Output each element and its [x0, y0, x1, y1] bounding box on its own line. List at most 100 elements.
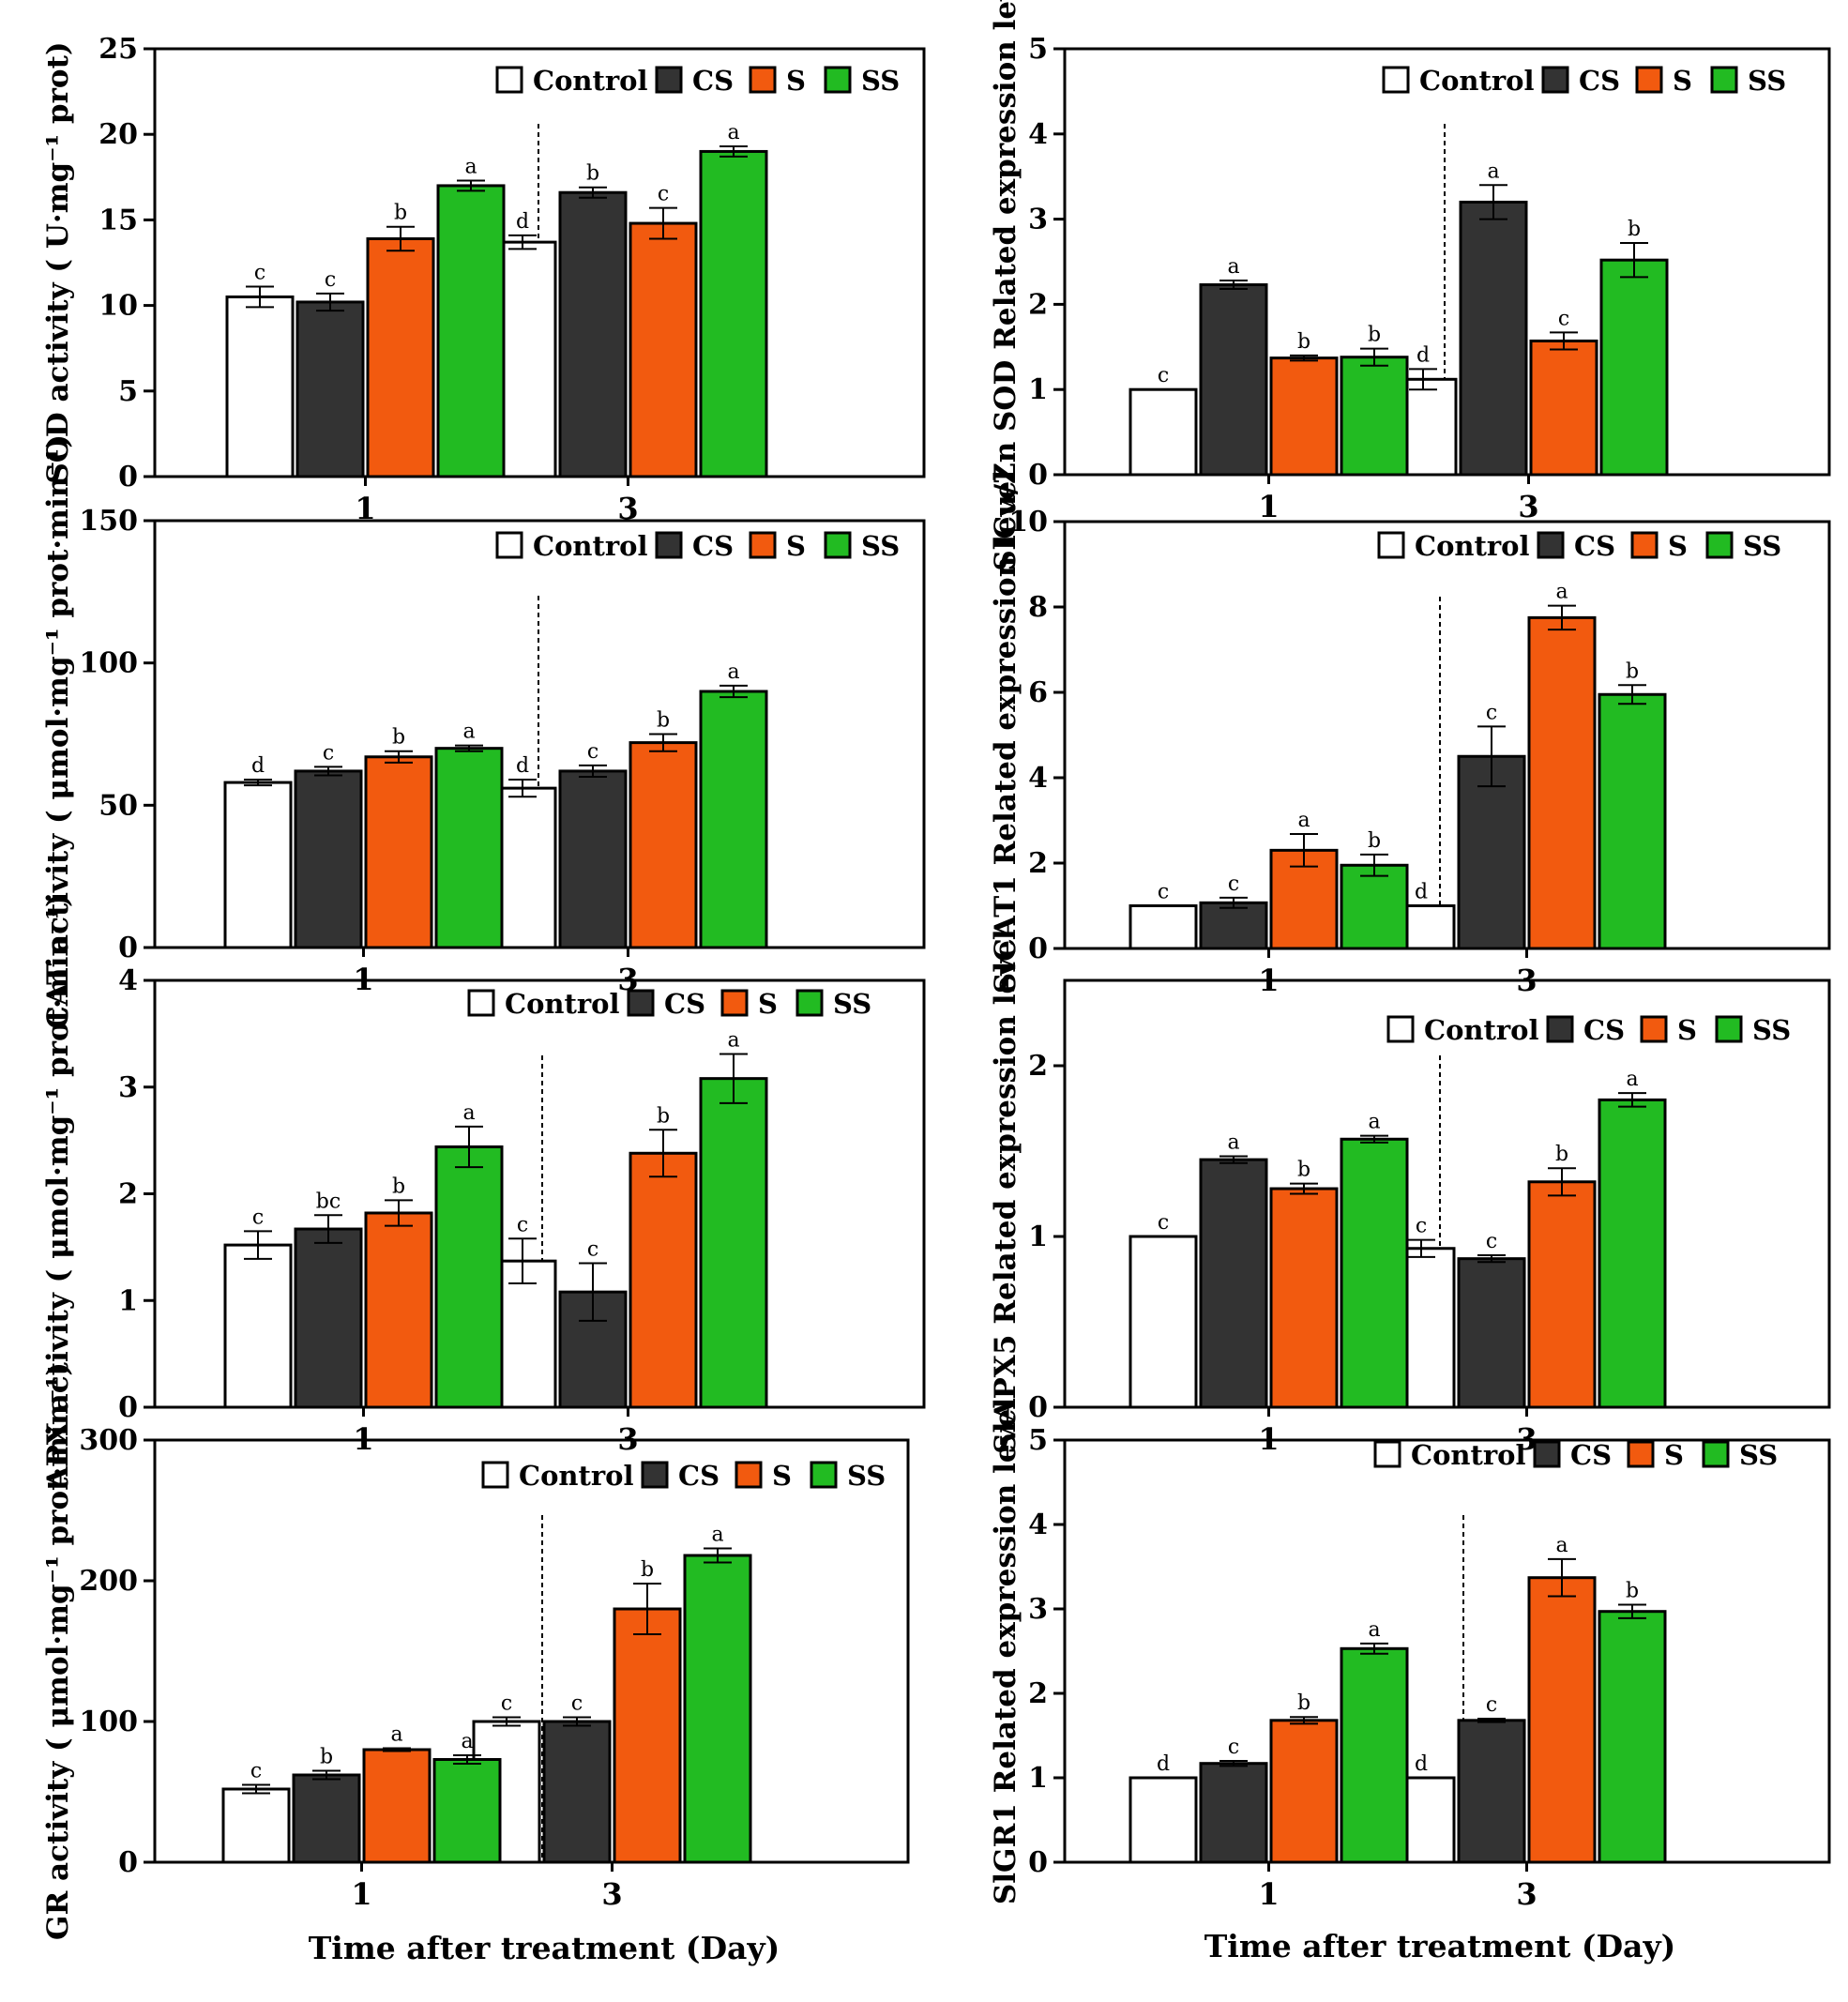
- legend-swatch: [627, 989, 655, 1017]
- y-axis-label: CAT activity ( μmol·mg⁻¹ prot·min⁻¹): [41, 434, 75, 1029]
- legend-item-control: Control: [467, 988, 620, 1020]
- bar-ss: [434, 1145, 504, 1409]
- legend-swatch: [1630, 531, 1659, 559]
- x-category-label: 1: [355, 491, 375, 526]
- significance-letter: c: [1158, 881, 1169, 904]
- significance-letter: b: [392, 726, 405, 750]
- y-tick-label: 3: [1028, 204, 1048, 236]
- significance-letter: b: [1626, 660, 1639, 683]
- bar-s: [1527, 615, 1597, 950]
- bar-cs: [1199, 1762, 1268, 1864]
- panel-sod: 0 5 10 15 20 25 SOD activity ( U·mg⁻¹ prot) 1 3 c…: [41, 33, 926, 526]
- legend: Control CS S SS: [481, 1460, 886, 1492]
- legend-label: S: [1664, 1439, 1684, 1471]
- bar-ss: [1340, 863, 1409, 950]
- y-tick-label: 50: [98, 789, 138, 822]
- legend: Control CS S SS: [495, 530, 900, 562]
- significance-letter: c: [501, 1692, 512, 1716]
- significance-letter: b: [394, 202, 407, 225]
- legend-swatch: [641, 1461, 669, 1489]
- legend: Control CS S SS: [467, 988, 871, 1020]
- bar-cs: [558, 190, 628, 478]
- significance-letter: c: [252, 1206, 264, 1229]
- bar-s: [629, 1151, 698, 1409]
- legend-item-cs: CS: [627, 988, 705, 1020]
- legend-item-control: Control: [1373, 1439, 1526, 1471]
- significance-letter: c: [254, 262, 265, 285]
- y-tick-label: 1: [1028, 1221, 1048, 1253]
- legend-label: SS: [1739, 1439, 1778, 1471]
- significance-letter: d: [516, 754, 529, 778]
- legend-item-ss: SS: [1702, 1439, 1778, 1471]
- bar-s: [613, 1607, 682, 1864]
- legend-label: Control: [1415, 530, 1530, 562]
- significance-letter: a: [727, 660, 739, 684]
- y-tick-label: 0: [1028, 933, 1048, 965]
- significance-letter: a: [1297, 809, 1310, 832]
- legend-item-s: S: [749, 530, 806, 562]
- y-axis-label: SlCAT1 Related expression level: [989, 470, 1022, 993]
- legend-item-control: Control: [1382, 65, 1535, 97]
- legend-item-control: Control: [1386, 1014, 1539, 1046]
- plot-frame: [1063, 520, 1831, 950]
- significance-letter: b: [1297, 1159, 1310, 1182]
- legend-swatch: [1702, 1440, 1730, 1468]
- y-axis-label: SlCu/Zn SOD Related expression level: [989, 0, 1022, 571]
- bar-control: [223, 1243, 293, 1409]
- legend-item-s: S: [1627, 1439, 1684, 1471]
- legend-swatch: [467, 989, 495, 1017]
- y-tick-label: 4: [1028, 762, 1048, 795]
- y-tick-label: 6: [1028, 676, 1048, 709]
- legend-swatch: [1705, 531, 1734, 559]
- legend-label: SS: [861, 530, 900, 562]
- bar-cs: [542, 1720, 612, 1864]
- legend-item-ss: SS: [1710, 65, 1786, 97]
- legend-swatch: [1377, 531, 1405, 559]
- bar-ss: [1340, 356, 1409, 477]
- legend-label: Control: [1411, 1439, 1526, 1471]
- legend-label: CS: [692, 65, 734, 97]
- significance-letter: b: [586, 162, 599, 186]
- legend-label: SS: [1743, 530, 1781, 562]
- y-tick-label: 3: [118, 1071, 138, 1104]
- x-category-label: 3: [1518, 489, 1538, 524]
- y-tick-label: 8: [1028, 591, 1048, 624]
- legend-label: SS: [861, 65, 900, 97]
- legend-item-ss: SS: [824, 65, 900, 97]
- legend: Control CS S SS: [495, 65, 900, 97]
- significance-letter: d: [1415, 1752, 1428, 1776]
- y-tick-label: 15: [98, 204, 138, 236]
- legend-item-cs: CS: [1537, 530, 1615, 562]
- significance-letter: c: [1486, 701, 1497, 724]
- significance-letter: a: [390, 1723, 402, 1747]
- bar-ss: [436, 184, 506, 478]
- significance-letter: b: [657, 709, 670, 733]
- significance-letter: a: [1555, 581, 1568, 604]
- legend-swatch: [1627, 1440, 1655, 1468]
- bar-cs: [1457, 1257, 1526, 1409]
- significance-letter: c: [250, 1760, 262, 1783]
- legend-item-s: S: [720, 988, 778, 1020]
- legend-label: Control: [1419, 65, 1535, 97]
- bar-cs: [1199, 283, 1268, 477]
- significance-letter: d: [516, 210, 529, 234]
- y-tick-label: 100: [79, 1706, 138, 1738]
- legend-item-ss: SS: [824, 530, 900, 562]
- bar-ss: [1598, 1610, 1667, 1864]
- legend-swatch: [495, 66, 523, 94]
- legend-label: S: [758, 988, 778, 1020]
- significance-letter: c: [517, 1213, 528, 1236]
- legend-label: SS: [833, 988, 871, 1020]
- bar-s: [1269, 1719, 1339, 1864]
- legend-item-ss: SS: [810, 1460, 886, 1492]
- significance-letter: b: [1555, 1143, 1568, 1166]
- legend-swatch: [1640, 1015, 1668, 1043]
- legend-label: CS: [678, 1460, 720, 1492]
- significance-letter: b: [1297, 330, 1310, 354]
- significance-letter: c: [323, 741, 334, 765]
- significance-letter: a: [464, 155, 477, 178]
- legend-item-cs: CS: [1533, 1439, 1612, 1471]
- legend-swatch: [735, 1461, 763, 1489]
- bar-s: [1269, 1187, 1339, 1409]
